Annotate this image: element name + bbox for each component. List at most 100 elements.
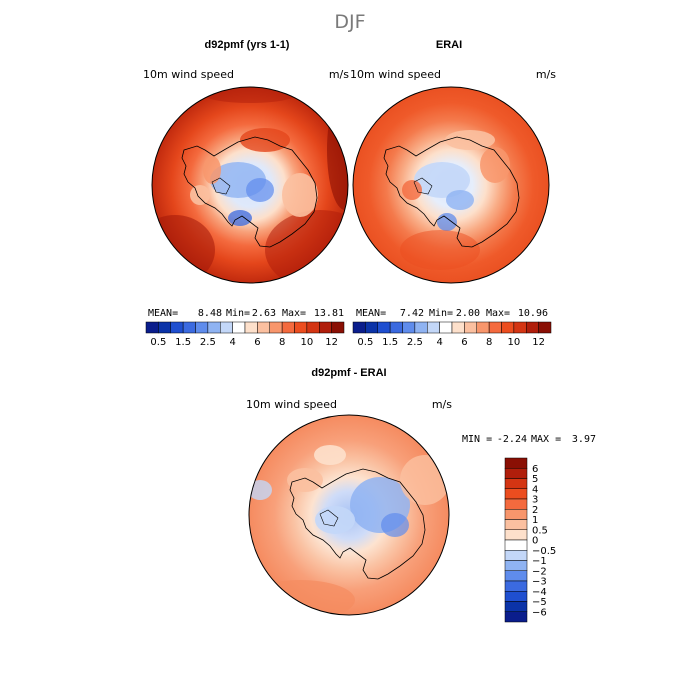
panel-model-field bbox=[152, 87, 348, 283]
panel-diff-border bbox=[248, 414, 450, 616]
colorbar-swatch bbox=[182, 321, 196, 334]
colorbar-swatch bbox=[504, 457, 528, 469]
panel-diff-stats: MIN = -2.24 MAX = 3.97 bbox=[462, 434, 596, 445]
colorbar-tick-label: 4 bbox=[532, 484, 538, 495]
colorbar-swatch bbox=[504, 550, 528, 561]
stat-max-value: 3.97 bbox=[572, 434, 596, 445]
panel-diff-coastline bbox=[289, 468, 426, 580]
colorbar-tick-label: 4 bbox=[229, 337, 235, 348]
stat-mean-label: MEAN= bbox=[356, 308, 386, 319]
colorbar-swatch bbox=[504, 529, 528, 541]
colorbar-swatch bbox=[513, 321, 527, 334]
colorbar-swatch bbox=[402, 321, 416, 334]
colorbar-swatch bbox=[257, 321, 270, 334]
colorbar-tick-label: 0.5 bbox=[532, 525, 548, 536]
colorbar-tick-label: 6 bbox=[532, 464, 538, 475]
colorbar-tick-label: 6 bbox=[254, 337, 260, 348]
colorbar-tick-label: −5 bbox=[532, 597, 547, 608]
panel-model-coastline bbox=[181, 136, 318, 248]
colorbar-swatch bbox=[504, 468, 528, 479]
stat-min-label: Min= bbox=[226, 308, 250, 319]
colorbar-tick-label: 2.5 bbox=[407, 337, 423, 348]
colorbar-tick-label: 5 bbox=[532, 474, 538, 485]
colorbar-tick-label: 4 bbox=[436, 337, 442, 348]
colorbar-swatch bbox=[504, 488, 528, 500]
colorbar-swatch bbox=[451, 321, 465, 334]
stat-max-label: MAX = bbox=[531, 434, 561, 445]
colorbar-swatch bbox=[464, 321, 477, 334]
colorbar-tick-label: 8 bbox=[486, 337, 492, 348]
panel-diff-title: d92pmf - ERAI bbox=[311, 367, 386, 379]
panel-erai-coastline bbox=[383, 136, 520, 248]
colorbar-tick-label: −3 bbox=[532, 577, 547, 588]
panel-erai-units: m/s bbox=[536, 68, 556, 81]
panel-diff-units: m/s bbox=[432, 398, 452, 411]
panel-diff-variable: 10m wind speed bbox=[246, 398, 337, 411]
colorbar-swatch bbox=[244, 321, 258, 334]
panel-erai-stats: MEAN= 7.42 Min= 2.00 Max= 10.96 bbox=[356, 308, 548, 319]
colorbar-swatch bbox=[331, 321, 345, 334]
colorbar-tick-label: 10 bbox=[301, 337, 314, 348]
panel-diff: d92pmf - ERAI 10m wind speed m/s MIN = -… bbox=[246, 367, 596, 623]
colorbar-swatch bbox=[504, 580, 528, 592]
colorbar-swatch bbox=[504, 519, 528, 530]
stat-max-value: 10.96 bbox=[518, 308, 548, 319]
colorbar-tick-label: −2 bbox=[532, 566, 547, 577]
stat-mean-value: 8.48 bbox=[198, 308, 222, 319]
stat-max-label: Max= bbox=[486, 308, 510, 319]
colorbar-tick-label: 1 bbox=[532, 515, 538, 526]
colorbar-swatch bbox=[504, 611, 528, 623]
colorbar-tick-label: −6 bbox=[532, 607, 547, 618]
stat-mean-value: 7.42 bbox=[400, 308, 424, 319]
colorbar-swatch bbox=[195, 321, 209, 334]
colorbar-swatch bbox=[220, 321, 233, 334]
stat-min-label: Min= bbox=[429, 308, 453, 319]
colorbar-tick-label: 0 bbox=[532, 536, 538, 547]
colorbar-swatch bbox=[158, 321, 171, 334]
colorbar-tick-label: 1.5 bbox=[175, 337, 191, 348]
panel-model-colorbar: 0.5 1.5 2.5 4 6 8 10 12 bbox=[145, 321, 345, 348]
stat-max-value: 13.81 bbox=[314, 308, 344, 319]
colorbar-swatch bbox=[414, 321, 428, 334]
colorbar-swatch bbox=[269, 321, 283, 334]
stat-min-value: 2.00 bbox=[456, 308, 480, 319]
colorbar-swatch bbox=[504, 601, 528, 612]
panel-erai-title: ERAI bbox=[436, 39, 462, 51]
colorbar-swatch bbox=[294, 321, 308, 334]
colorbar-tick-label: 12 bbox=[532, 337, 545, 348]
colorbar-swatch bbox=[306, 321, 320, 334]
colorbar-swatch bbox=[207, 321, 221, 334]
stat-min-value: -2.24 bbox=[497, 434, 527, 445]
panel-model: d92pmf (yrs 1-1) 10m wind speed m/s MEAN… bbox=[143, 39, 349, 348]
colorbar-swatch bbox=[232, 321, 246, 334]
colorbar-tick-label: −4 bbox=[532, 587, 547, 598]
panel-erai-colorbar: 0.5 1.5 2.5 4 6 8 10 12 bbox=[352, 321, 552, 348]
colorbar-swatch bbox=[504, 539, 528, 551]
colorbar-swatch bbox=[427, 321, 440, 334]
colorbar-tick-label: 2.5 bbox=[200, 337, 216, 348]
colorbar-swatch bbox=[504, 560, 528, 571]
panel-model-border bbox=[151, 86, 349, 284]
colorbar-swatch bbox=[377, 321, 391, 334]
colorbar-swatch bbox=[439, 321, 453, 334]
colorbar-swatch bbox=[281, 321, 295, 334]
colorbar-swatch bbox=[504, 591, 528, 602]
colorbar-swatch bbox=[504, 478, 528, 489]
panel-diff-field bbox=[249, 415, 449, 615]
colorbar-tick-label: 0.5 bbox=[150, 337, 166, 348]
colorbar-swatch bbox=[170, 321, 184, 334]
panel-erai: ERAI 10m wind speed m/s MEAN= 7.42 Min= … bbox=[350, 39, 556, 348]
stat-min-label: MIN = bbox=[462, 434, 492, 445]
colorbar-swatch bbox=[504, 498, 528, 510]
colorbar-tick-label: 12 bbox=[325, 337, 338, 348]
colorbar-tick-label: −1 bbox=[532, 556, 547, 567]
panel-model-title: d92pmf (yrs 1-1) bbox=[205, 39, 290, 51]
colorbar-tick-label: 3 bbox=[532, 495, 538, 506]
panel-erai-border bbox=[352, 86, 550, 284]
colorbar-swatch bbox=[319, 321, 332, 334]
colorbar-swatch bbox=[476, 321, 490, 334]
colorbar-swatch bbox=[504, 570, 528, 582]
colorbar-swatch bbox=[488, 321, 502, 334]
panel-model-units: m/s bbox=[329, 68, 349, 81]
